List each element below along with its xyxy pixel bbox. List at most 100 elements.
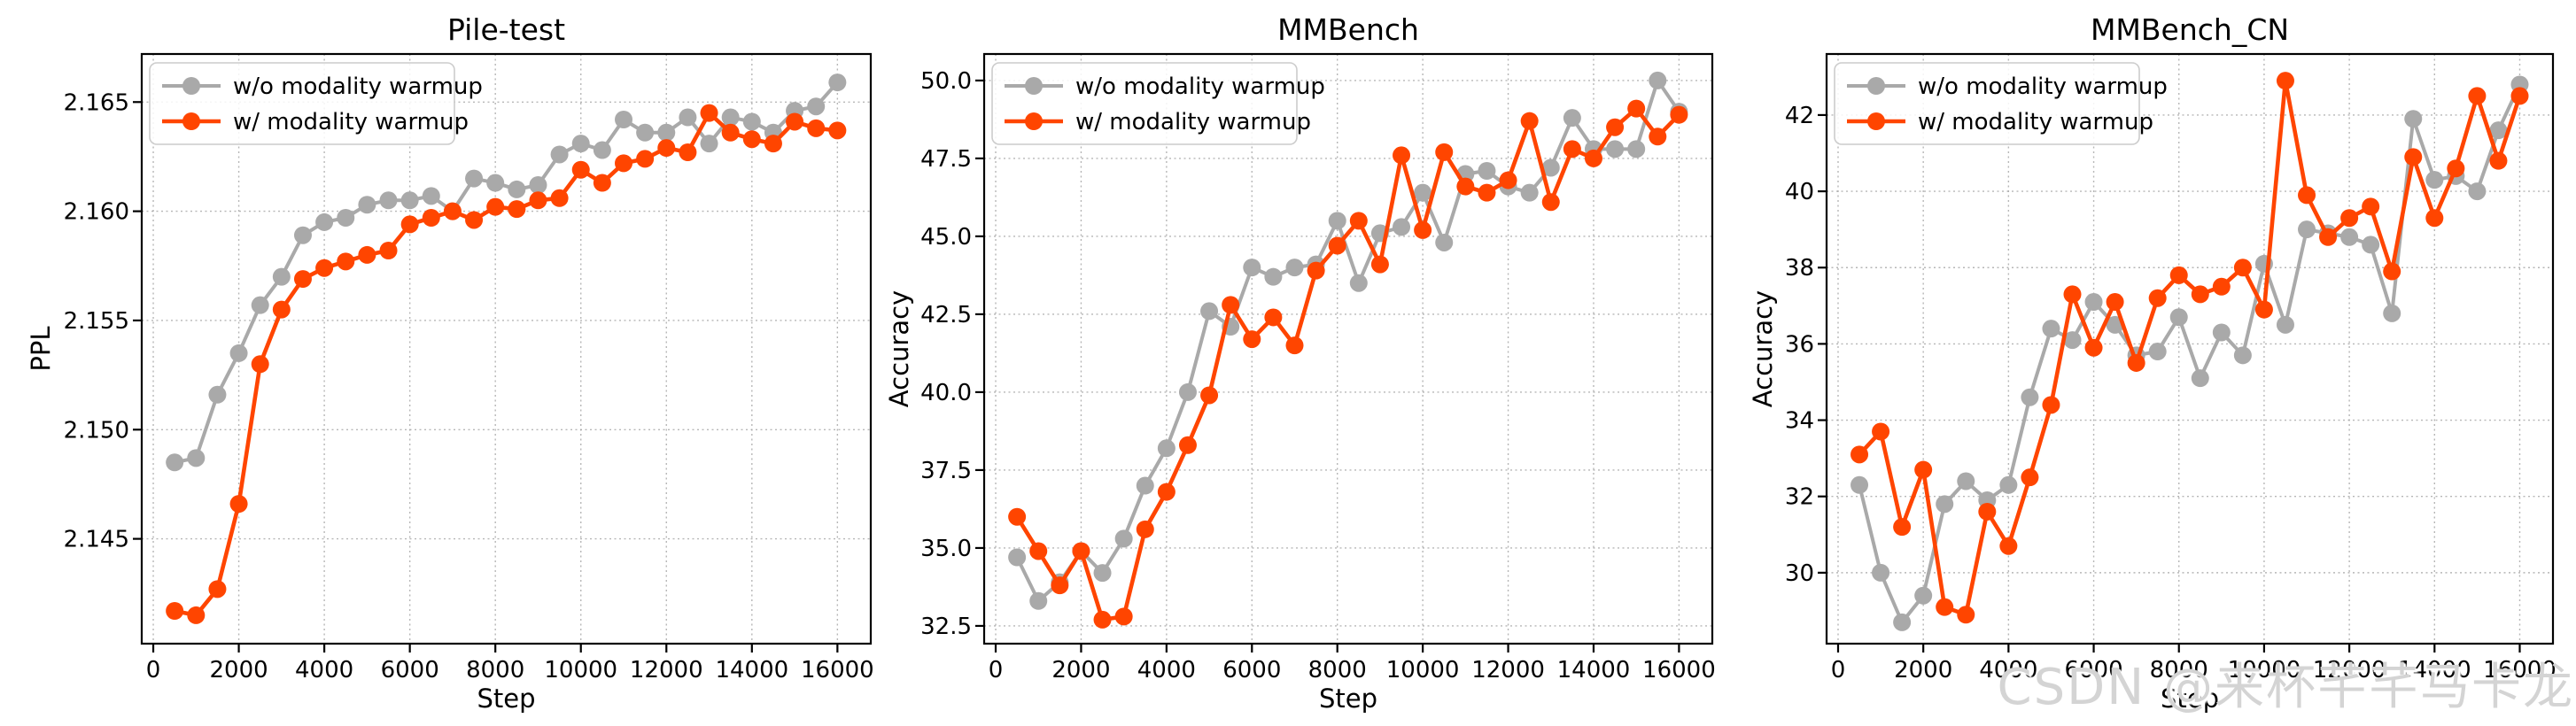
legend-box	[149, 62, 455, 145]
data-point-with-warmup	[1999, 537, 2018, 555]
x-tick-label: 16000	[2483, 657, 2557, 684]
data-point-with-warmup	[1936, 598, 1954, 616]
data-point-with-warmup	[1307, 261, 1325, 280]
data-point-with-warmup	[2254, 300, 2273, 319]
data-point-with-warmup	[2425, 209, 2444, 228]
data-point-without-warmup	[1178, 382, 1197, 401]
data-point-without-warmup	[529, 176, 547, 194]
data-point-with-warmup	[486, 197, 505, 216]
legend-label: w/ modality warmup	[1075, 109, 1311, 135]
data-point-with-warmup	[443, 202, 462, 220]
data-point-without-warmup	[1435, 233, 1454, 251]
data-point-with-warmup	[1978, 502, 1997, 521]
data-point-with-warmup	[315, 259, 334, 277]
data-point-without-warmup	[229, 344, 248, 362]
series-line-with-warmup	[1015, 106, 1681, 622]
data-point-without-warmup	[593, 141, 611, 159]
data-point-without-warmup	[2468, 182, 2487, 201]
x-tick-label: 0	[146, 657, 161, 684]
data-point-with-warmup	[337, 252, 355, 271]
data-point-without-warmup	[1627, 140, 1646, 158]
data-point-without-warmup	[2042, 320, 2060, 338]
data-point-with-warmup	[2084, 338, 2103, 357]
data-point-without-warmup	[1872, 563, 1890, 582]
data-point-without-warmup	[400, 191, 419, 210]
x-tick-label: 10000	[544, 657, 617, 684]
axes-border-pile-test	[140, 52, 873, 645]
data-point-with-warmup	[1051, 576, 1069, 595]
data-point-with-warmup	[1627, 99, 1646, 118]
series-line-with-warmup	[1858, 78, 2522, 617]
data-point-without-warmup	[2212, 323, 2231, 342]
data-point-without-warmup	[1285, 259, 1304, 277]
data-point-without-warmup	[1414, 183, 1432, 202]
data-point-with-warmup	[1264, 308, 1283, 327]
y-tick-label: 40.0	[920, 380, 972, 406]
data-point-without-warmup	[615, 111, 633, 128]
data-point-with-warmup	[2042, 396, 2060, 414]
data-point-with-warmup	[1649, 127, 1667, 146]
legend-label: w/ modality warmup	[233, 109, 469, 135]
x-tick-label: 12000	[1471, 657, 1545, 684]
data-point-without-warmup	[550, 145, 569, 164]
data-point-with-warmup	[2276, 72, 2294, 90]
data-point-with-warmup	[2468, 87, 2487, 105]
data-point-with-warmup	[2362, 197, 2380, 216]
legend-label: w/o modality warmup	[233, 73, 483, 100]
data-point-with-warmup	[1222, 296, 1240, 314]
legend-box	[1834, 62, 2140, 145]
data-point-without-warmup	[2191, 369, 2209, 388]
x-tick-label: 0	[1831, 657, 1846, 684]
y-tick-label: 32	[1785, 484, 1814, 511]
data-point-with-warmup	[400, 215, 419, 234]
series-line-without-warmup	[1858, 83, 2522, 624]
x-tick-label: 8000	[2150, 657, 2208, 684]
data-point-without-warmup	[2383, 304, 2401, 322]
data-point-without-warmup	[2021, 388, 2039, 406]
data-point-without-warmup	[337, 209, 355, 227]
data-point-with-warmup	[2063, 285, 2082, 304]
data-point-with-warmup	[1520, 112, 1539, 130]
data-point-without-warmup	[2148, 343, 2167, 361]
data-point-without-warmup	[486, 174, 505, 192]
data-point-without-warmup	[465, 169, 484, 188]
data-point-without-warmup	[1649, 71, 1667, 89]
data-point-with-warmup	[550, 189, 569, 207]
data-point-without-warmup	[2362, 236, 2380, 254]
data-point-without-warmup	[2340, 228, 2359, 246]
legend-marker	[1025, 77, 1043, 95]
x-axis-label: Step	[2161, 684, 2219, 714]
chart-title-mmbench-cn: MMBench_CN	[2091, 12, 2289, 47]
data-point-with-warmup	[1349, 212, 1368, 230]
data-point-without-warmup	[1029, 591, 1048, 610]
data-point-without-warmup	[1093, 564, 1112, 583]
data-point-without-warmup	[315, 212, 334, 231]
data-point-with-warmup	[2319, 228, 2338, 246]
data-point-without-warmup	[1957, 472, 1975, 490]
data-point-without-warmup	[1999, 475, 2018, 494]
y-tick-label: 47.5	[920, 146, 972, 173]
data-point-without-warmup	[1851, 475, 1869, 494]
chart-title-pile-test: Pile-test	[447, 12, 565, 47]
data-point-with-warmup	[571, 160, 590, 179]
data-point-with-warmup	[721, 123, 740, 142]
data-point-without-warmup	[1914, 586, 1933, 605]
x-tick-label: 14000	[715, 657, 788, 684]
data-point-without-warmup	[1563, 109, 1581, 127]
legend-marker	[1025, 112, 1043, 130]
y-tick-label: 42.5	[920, 302, 972, 328]
data-point-without-warmup	[508, 180, 526, 198]
data-point-with-warmup	[679, 143, 697, 161]
x-tick-label: 6000	[2064, 657, 2122, 684]
data-point-without-warmup	[742, 112, 761, 131]
data-point-without-warmup	[1157, 439, 1175, 458]
data-point-without-warmup	[721, 108, 740, 127]
data-point-with-warmup	[2212, 277, 2231, 296]
y-tick-label: 42	[1785, 103, 1814, 129]
x-tick-label: 4000	[1137, 657, 1196, 684]
x-tick-label: 8000	[1308, 657, 1367, 684]
data-point-with-warmup	[764, 135, 782, 153]
data-point-with-warmup	[2021, 468, 2039, 487]
data-point-with-warmup	[1541, 193, 1560, 212]
